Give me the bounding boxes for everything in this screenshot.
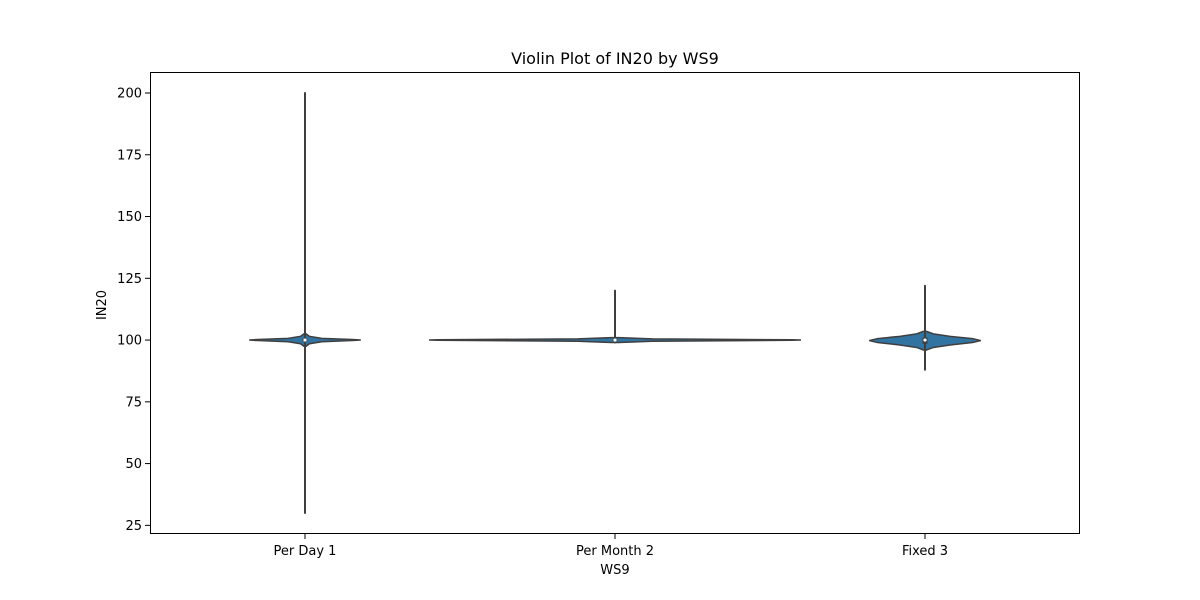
plot-frame: [150, 72, 1080, 534]
x-tick-label: Fixed 3: [902, 544, 948, 559]
y-axis-title: IN20: [95, 290, 110, 320]
y-tick-label: 200: [117, 87, 142, 102]
violin-1: [249, 92, 361, 514]
violin-median: [923, 338, 927, 342]
y-tick-label: 50: [125, 457, 142, 472]
violin-2: [428, 289, 802, 344]
violin-3: [869, 284, 981, 371]
y-tick-label: 150: [117, 210, 142, 225]
y-tick-label: 175: [117, 148, 142, 163]
y-tick-label: 125: [117, 272, 142, 287]
x-tick-label: Per Day 1: [274, 544, 337, 559]
violin-median: [303, 338, 307, 342]
chart-title: Violin Plot of IN20 by WS9: [511, 49, 719, 68]
y-tick-label: 25: [125, 519, 142, 534]
y-tick-label: 100: [117, 334, 142, 349]
violin-median: [613, 338, 617, 342]
x-axis: Per Day 1 Per Month 2 Fixed 3: [274, 534, 948, 559]
x-axis-title: WS9: [600, 563, 629, 578]
y-tick-label: 75: [125, 395, 142, 410]
y-axis: 25 50 75 100 125 150 175 200: [117, 87, 150, 534]
x-tick-label: Per Month 2: [576, 544, 654, 559]
